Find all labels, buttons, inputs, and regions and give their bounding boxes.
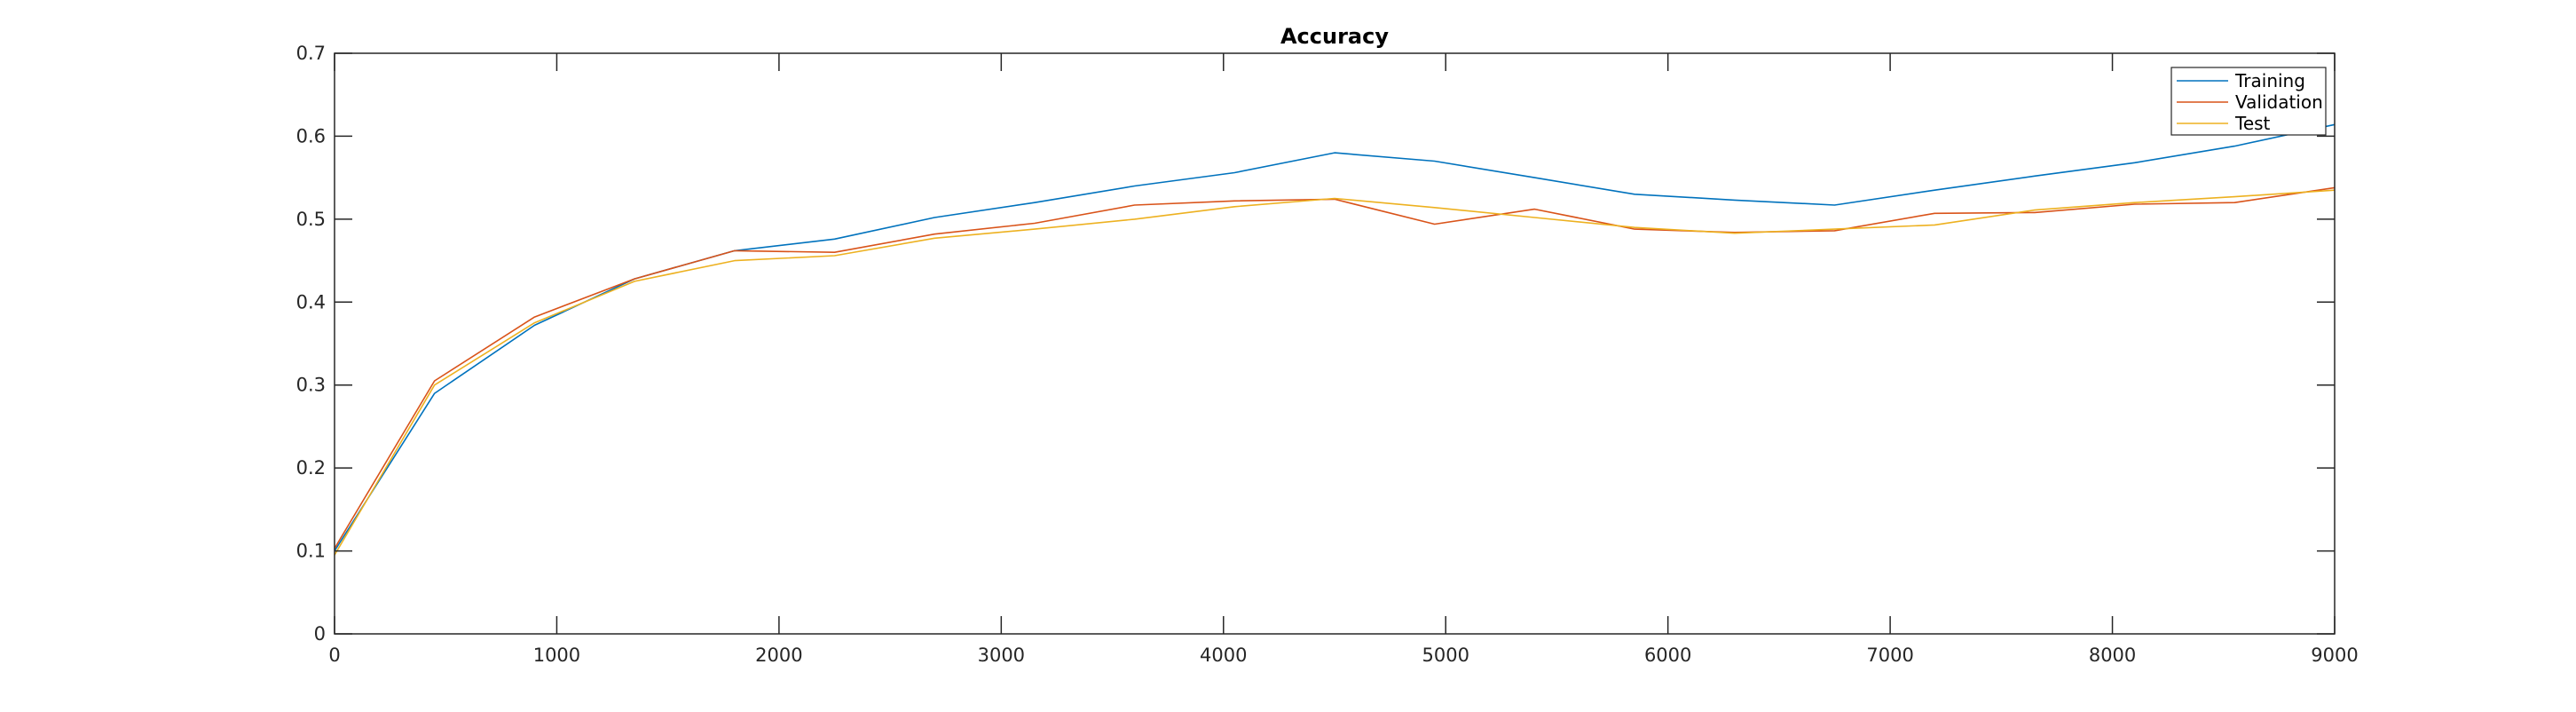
plot-background xyxy=(335,53,2335,634)
y-tick-label: 0.4 xyxy=(296,291,326,312)
x-tick-label: 1000 xyxy=(533,645,580,666)
y-tick-label: 0.3 xyxy=(296,375,326,396)
x-tick-label: 4000 xyxy=(1200,645,1247,666)
y-tick-label: 0.2 xyxy=(296,457,326,479)
legend-entry-validation: Validation xyxy=(2235,91,2323,113)
x-tick-label: 6000 xyxy=(1644,645,1691,666)
y-tick-label: 0 xyxy=(314,623,326,645)
series-layer xyxy=(334,123,2336,556)
plot-frame xyxy=(334,52,2336,635)
x-tick-label: 8000 xyxy=(2089,645,2136,666)
ticks-layer: 0 1000 2000 3000 4000 5000 6000 7000 8000 9000 0 0.… xyxy=(296,43,2359,666)
x-tick-label: 7000 xyxy=(1866,645,1913,666)
legend-entry-training: Training xyxy=(2234,70,2305,91)
series-line-test xyxy=(334,189,2336,556)
chart-title: Accuracy xyxy=(1280,24,1389,49)
legend-entry-test: Test xyxy=(2234,113,2271,134)
y-tick-label: 0.6 xyxy=(296,125,326,146)
legend-box xyxy=(2170,67,2327,136)
y-tick-label: 0.5 xyxy=(296,209,326,230)
x-tick-label: 0 xyxy=(328,645,340,666)
x-tick-label: 5000 xyxy=(1422,645,1469,666)
x-tick-label: 9000 xyxy=(2311,645,2358,666)
x-tick-label: 3000 xyxy=(978,645,1025,666)
y-tick-label: 0.7 xyxy=(296,43,326,64)
series-line-validation xyxy=(334,186,2336,550)
x-tick-label: 2000 xyxy=(755,645,802,666)
y-tick-label: 0.1 xyxy=(296,541,326,562)
